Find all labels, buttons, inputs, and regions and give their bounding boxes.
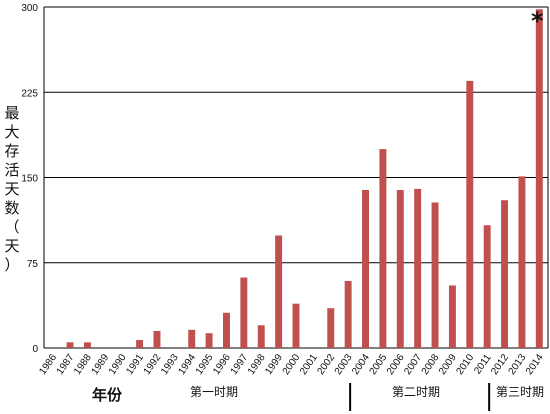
bar-2010 <box>466 80 474 348</box>
bar-2002 <box>327 308 335 348</box>
bar-2005 <box>379 149 387 348</box>
y-tick-label: 150 <box>21 174 38 185</box>
bar-1999 <box>275 235 283 348</box>
y-axis-label: 最大存活天数（天） <box>2 104 22 275</box>
x-tick-label: 1994 <box>176 352 198 377</box>
bars <box>66 9 543 348</box>
period-label-2: 第二时期 <box>392 385 441 399</box>
y-tick-label: 75 <box>27 259 39 270</box>
x-tick-label: 2007 <box>402 352 424 377</box>
annotation-asterisk: * <box>531 7 544 35</box>
x-tick-label: 1995 <box>194 352 216 377</box>
y-axis-label-char: （ <box>4 218 20 236</box>
y-axis-label-char: 存 <box>4 142 20 160</box>
bar-1987 <box>66 342 74 348</box>
y-axis-label-char: 最 <box>4 104 20 122</box>
x-tick-label: 1991 <box>124 352 146 377</box>
bar-1996 <box>223 312 230 348</box>
x-tick-label: 1997 <box>229 352 251 377</box>
bar-2003 <box>344 280 352 348</box>
y-tick-label: 225 <box>21 88 38 99</box>
period-label-3: 第三时期 <box>496 385 545 399</box>
x-axis-label: 年份 <box>92 386 123 404</box>
x-tick-label: 2014 <box>524 352 546 377</box>
bar-2009 <box>448 285 456 348</box>
x-tick-label: 1998 <box>246 352 268 377</box>
x-tick-label: 2004 <box>350 352 372 377</box>
bar-2011 <box>483 225 491 348</box>
period-label-1: 第一时期 <box>190 385 239 399</box>
x-tick-label: 2012 <box>489 352 511 377</box>
bar-1992 <box>153 330 161 348</box>
y-axis-label-char: 大 <box>4 123 20 141</box>
y-tick-label: 0 <box>32 344 38 355</box>
bar-2008 <box>431 202 439 348</box>
y-axis-label-char: 天 <box>4 180 20 198</box>
bar-2000 <box>292 303 300 348</box>
x-tick-label: 1986 <box>37 352 59 377</box>
x-tick-label: 1990 <box>107 352 129 377</box>
x-tick-label: 2000 <box>281 352 303 377</box>
bar-2013 <box>518 176 526 348</box>
x-tick-label: 1999 <box>263 352 285 377</box>
x-tick-label: 1988 <box>72 352 94 377</box>
x-tick-label: 2010 <box>454 352 476 377</box>
x-tick-labels: 1986198719881989199019911992199319941995… <box>37 352 546 377</box>
bar-2006 <box>396 190 404 348</box>
x-tick-label: 2013 <box>507 352 529 377</box>
bar-1997 <box>240 277 248 348</box>
bar-1991 <box>136 340 144 348</box>
y-axis-label-char: 数 <box>4 199 20 217</box>
bar-2012 <box>501 200 509 348</box>
x-tick-label: 1989 <box>90 352 112 377</box>
x-tick-label: 2003 <box>333 352 355 377</box>
x-tick-label: 1992 <box>142 352 164 377</box>
x-tick-label: 2008 <box>420 352 442 377</box>
gridlines <box>43 6 549 349</box>
y-tick-label: 300 <box>21 3 38 14</box>
x-tick-label: 1993 <box>159 352 181 377</box>
y-axis-label-char: 活 <box>4 161 20 179</box>
bar-1995 <box>205 333 213 348</box>
y-axis-label-char: 天 <box>4 237 20 255</box>
bar-2007 <box>414 188 422 348</box>
bar-2014 <box>535 9 543 348</box>
bar-2004 <box>362 190 369 348</box>
period-separators <box>349 383 491 411</box>
x-tick-label: 1996 <box>211 352 233 377</box>
x-tick-label: 2001 <box>298 352 320 377</box>
x-tick-label: 2006 <box>385 352 407 377</box>
bar-1988 <box>83 342 91 348</box>
x-tick-label: 2009 <box>437 352 459 377</box>
y-tick-labels: 0 75 150 225 300 <box>21 3 38 355</box>
x-tick-label: 2005 <box>368 352 390 377</box>
y-axis-label-char: ） <box>4 256 20 274</box>
x-tick-label: 1987 <box>55 352 77 377</box>
x-tick-label: 2002 <box>315 352 337 377</box>
bar-1998 <box>257 325 265 348</box>
bar-1994 <box>188 329 196 348</box>
